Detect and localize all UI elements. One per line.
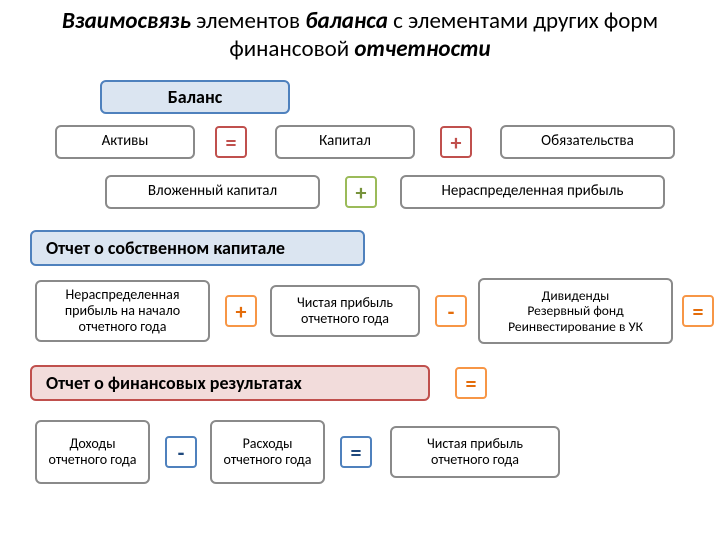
- box-dividends: Дивиденды Резервный фонд Реинвестировани…: [478, 278, 673, 344]
- op-eq-4: =: [340, 436, 372, 468]
- op-minus-1: -: [435, 295, 467, 327]
- op-plus-3: +: [225, 295, 257, 327]
- box-netprofit-1: Чистая прибыль отчетного года: [270, 285, 420, 337]
- box-assets: Активы: [55, 125, 195, 159]
- title-word-2: баланса: [305, 7, 388, 35]
- op-minus-2: -: [165, 436, 197, 468]
- title-word-3: отчетности: [354, 35, 490, 63]
- op-plus-2: +: [345, 176, 377, 208]
- box-invested: Вложенный капитал: [105, 175, 320, 209]
- header-results: Отчет о финансовых результатах: [30, 365, 430, 401]
- header-equity: Отчет о собственном капитале: [30, 230, 365, 266]
- op-eq-2: =: [682, 295, 714, 327]
- box-expense: Расходы отчетного года: [210, 420, 325, 484]
- title-text-1: элементов: [191, 7, 305, 35]
- box-capital: Капитал: [275, 125, 415, 159]
- box-retained: Нераспределенная прибыль: [400, 175, 665, 209]
- box-income: Доходы отчетного года: [35, 420, 150, 484]
- op-eq-3: =: [455, 367, 487, 399]
- op-eq-1: =: [215, 126, 247, 158]
- box-retained-begin: Нераспределенная прибыль на начало отчет…: [35, 280, 210, 342]
- op-plus-1: +: [440, 126, 472, 158]
- title-word-1: Взаимосвязь: [62, 7, 191, 35]
- page-title: Взаимосвязь элементов баланса с элемента…: [0, 0, 720, 69]
- box-liabilities: Обязательства: [500, 125, 675, 159]
- box-netprofit-2: Чистая прибыль отчетного года: [390, 426, 560, 478]
- header-balance: Баланс: [100, 80, 290, 114]
